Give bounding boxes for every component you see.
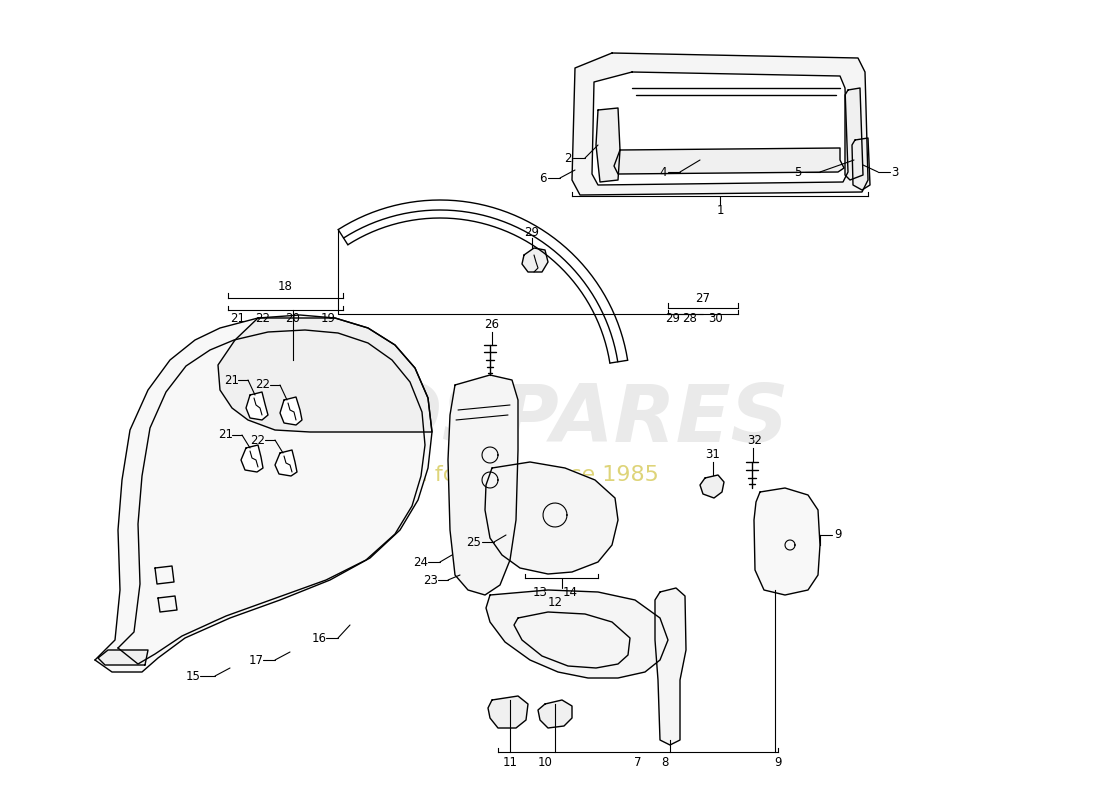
Polygon shape <box>448 375 518 595</box>
Text: 5: 5 <box>794 166 802 178</box>
Text: 28: 28 <box>683 311 697 325</box>
Text: 18: 18 <box>277 281 293 294</box>
Text: 21: 21 <box>224 374 240 386</box>
Text: 29: 29 <box>525 226 539 238</box>
Text: 29: 29 <box>666 311 681 325</box>
Polygon shape <box>522 248 548 272</box>
Text: 4: 4 <box>659 166 667 178</box>
Polygon shape <box>246 392 268 420</box>
Polygon shape <box>241 445 263 472</box>
Polygon shape <box>488 696 528 728</box>
Text: 13: 13 <box>532 586 548 598</box>
Text: 32: 32 <box>748 434 762 446</box>
Polygon shape <box>614 148 844 174</box>
Polygon shape <box>275 450 297 476</box>
Text: 23: 23 <box>424 574 439 586</box>
Text: 19: 19 <box>320 313 336 326</box>
Text: 6: 6 <box>539 171 547 185</box>
Polygon shape <box>218 318 432 432</box>
Text: 25: 25 <box>466 535 482 549</box>
Polygon shape <box>280 397 302 425</box>
Text: 7: 7 <box>635 755 641 769</box>
Text: 3: 3 <box>891 166 899 178</box>
Polygon shape <box>572 53 868 195</box>
Text: 12: 12 <box>548 595 562 609</box>
Text: 21: 21 <box>219 429 233 442</box>
Text: 16: 16 <box>311 631 327 645</box>
Text: 1: 1 <box>716 203 724 217</box>
Polygon shape <box>754 488 820 595</box>
Text: 17: 17 <box>249 654 264 666</box>
Polygon shape <box>538 700 572 728</box>
Text: 10: 10 <box>538 755 552 769</box>
Polygon shape <box>700 475 724 498</box>
Text: 14: 14 <box>562 586 578 598</box>
Text: 8: 8 <box>661 755 669 769</box>
Text: 30: 30 <box>708 311 724 325</box>
Text: 27: 27 <box>695 291 711 305</box>
Polygon shape <box>654 588 686 745</box>
Text: 9: 9 <box>834 529 842 542</box>
Polygon shape <box>592 72 848 185</box>
Text: 20: 20 <box>286 313 300 326</box>
Polygon shape <box>852 138 870 190</box>
Text: 15: 15 <box>186 670 200 682</box>
Polygon shape <box>95 315 432 672</box>
Text: 2: 2 <box>564 151 572 165</box>
Text: EUROSPARES: EUROSPARES <box>191 381 789 459</box>
Text: 26: 26 <box>484 318 499 331</box>
Polygon shape <box>486 590 668 678</box>
Polygon shape <box>485 462 618 574</box>
Text: a passion for parts since 1985: a passion for parts since 1985 <box>321 465 659 485</box>
Text: 22: 22 <box>251 434 265 446</box>
Polygon shape <box>845 88 864 180</box>
Text: 24: 24 <box>414 555 429 569</box>
Text: 9: 9 <box>774 755 782 769</box>
Polygon shape <box>596 108 620 182</box>
Text: 11: 11 <box>503 755 517 769</box>
Polygon shape <box>98 650 148 665</box>
Text: 22: 22 <box>255 313 271 326</box>
Text: 21: 21 <box>231 313 245 326</box>
Text: 22: 22 <box>255 378 271 391</box>
Text: 31: 31 <box>705 449 720 462</box>
